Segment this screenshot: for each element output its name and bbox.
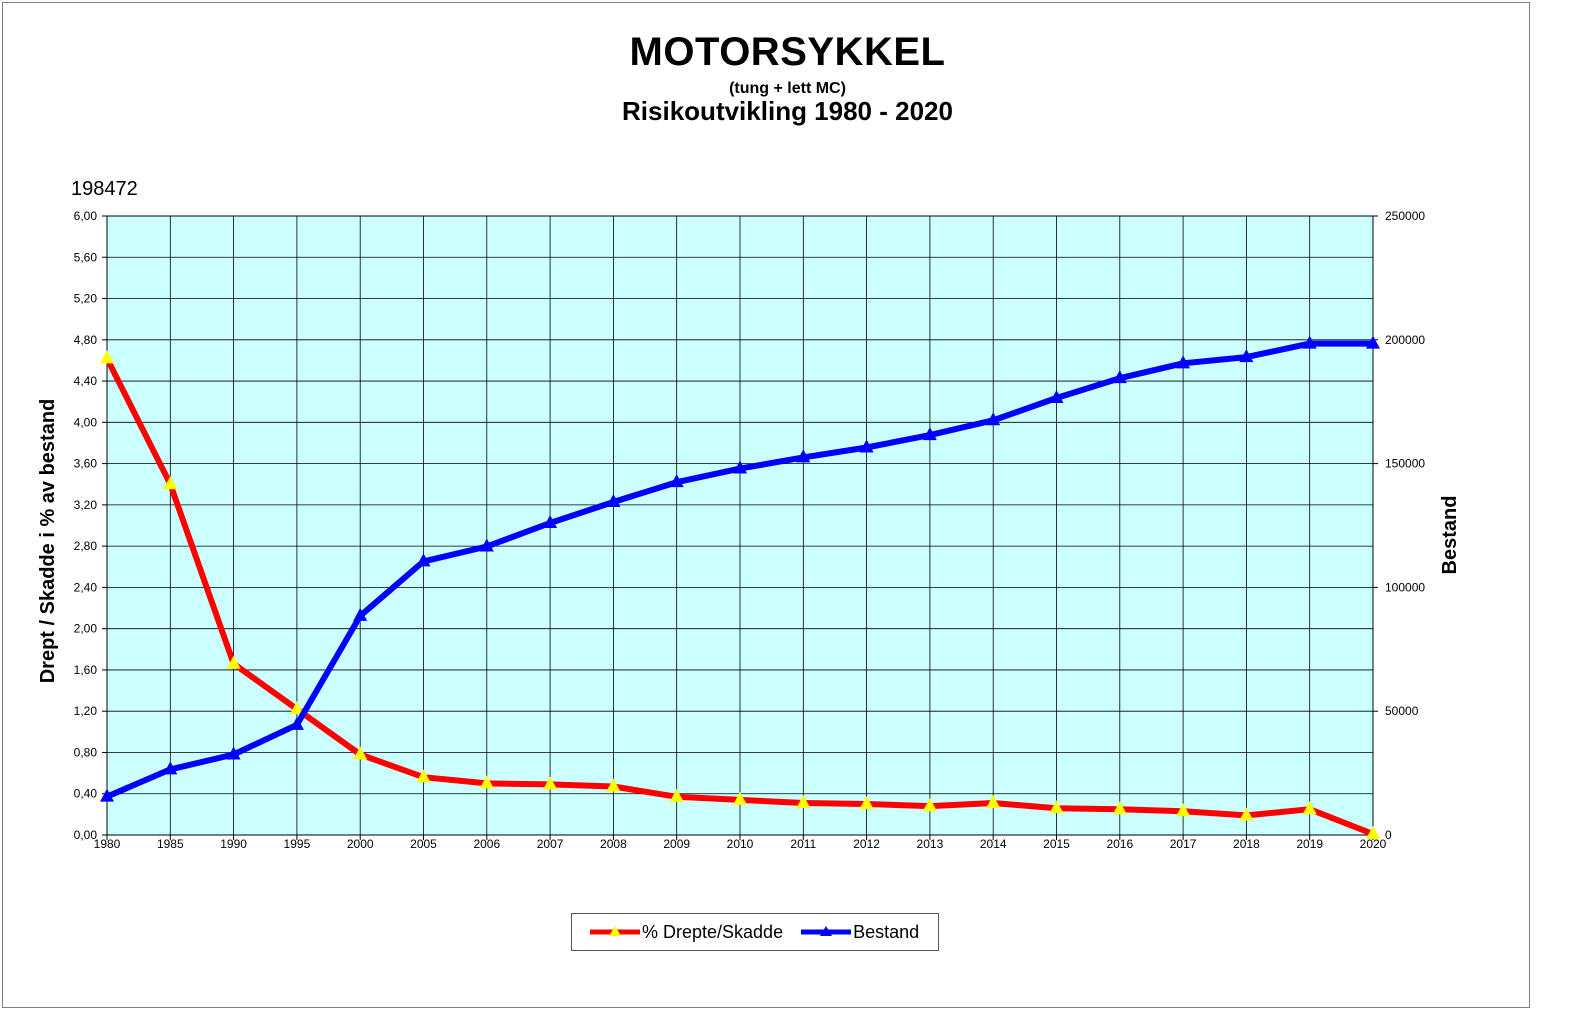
- y-tick-label: 2,40: [74, 580, 98, 594]
- y2-tick-label: 50000: [1385, 704, 1419, 718]
- data-point-percent: [796, 795, 811, 809]
- y-tick-label: 0,40: [74, 787, 98, 801]
- x-tick-label: 2012: [853, 837, 880, 851]
- data-point-percent: [1302, 801, 1317, 815]
- data-point-bestand: [1366, 335, 1380, 349]
- y-tick-label: 4,80: [74, 333, 98, 347]
- y2-tick-label: 0: [1385, 828, 1392, 842]
- data-point-percent: [1176, 803, 1191, 817]
- x-tick-label: 2008: [600, 837, 627, 851]
- x-tick-label: 2011: [790, 837, 816, 851]
- data-point-bestand: [1302, 335, 1317, 349]
- legend-item-bestand: Bestand: [801, 922, 919, 943]
- data-point-bestand: [1049, 389, 1064, 403]
- x-tick-label: 2000: [347, 837, 374, 851]
- data-point-bestand: [163, 761, 178, 775]
- data-point-percent: [1049, 800, 1064, 814]
- y-tick-label: 3,60: [74, 457, 98, 471]
- data-point-bestand: [543, 515, 558, 529]
- data-point-bestand: [606, 493, 621, 507]
- y-axis-title: Drept / Skadde i % av bestand: [37, 399, 59, 684]
- x-tick-label: 2020: [1360, 837, 1387, 851]
- data-point-bestand: [226, 746, 241, 760]
- y2-tick-label: 250000: [1385, 209, 1425, 223]
- data-point-bestand: [1239, 349, 1254, 363]
- y-tick-label: 5,20: [74, 292, 98, 306]
- data-point-percent: [543, 776, 558, 790]
- y-tick-label: 2,00: [74, 622, 98, 636]
- x-tick-label: 2013: [917, 837, 944, 851]
- x-tick-label: 2007: [537, 837, 564, 851]
- y-tick-label: 4,40: [74, 374, 98, 388]
- y-tick-label: 0,80: [74, 745, 98, 759]
- chart-subtitle: (tung + lett MC): [729, 80, 846, 97]
- legend-swatch-bestand: [801, 926, 852, 936]
- data-point-bestand: [859, 439, 874, 453]
- data-point-bestand: [416, 553, 431, 567]
- x-tick-label: 2016: [1106, 837, 1133, 851]
- corner-value-label: 198472: [71, 178, 138, 200]
- data-point-percent: [986, 795, 1001, 809]
- data-point-percent: [416, 769, 431, 783]
- data-point-bestand: [922, 427, 937, 441]
- y-tick-label: 4,00: [74, 415, 98, 429]
- y2-tick-label: 200000: [1385, 333, 1425, 347]
- x-tick-label: 2019: [1296, 837, 1323, 851]
- x-tick-label: 2009: [663, 837, 690, 851]
- y-tick-label: 2,80: [74, 539, 98, 553]
- y-tick-label: 0,00: [74, 828, 98, 842]
- y-tick-label: 1,60: [74, 663, 98, 677]
- legend-item-percent: % Drepte/Skadde: [590, 922, 783, 943]
- data-point-percent: [479, 775, 494, 789]
- data-point-bestand: [733, 460, 747, 474]
- x-tick-label: 1990: [220, 837, 247, 851]
- y-tick-label: 3,20: [74, 498, 98, 512]
- data-point-bestand: [986, 412, 1001, 426]
- x-tick-label: 2010: [727, 837, 754, 851]
- data-point-bestand: [796, 449, 811, 463]
- data-point-bestand: [289, 716, 304, 730]
- x-tick-label: 2017: [1170, 837, 1197, 851]
- data-point-bestand: [669, 474, 684, 488]
- data-point-bestand: [1112, 370, 1127, 384]
- data-point-bestand: [479, 538, 494, 552]
- data-point-percent: [163, 476, 178, 490]
- data-point-percent: [733, 791, 747, 805]
- y-tick-label: 5,60: [74, 250, 98, 264]
- data-point-percent: [1366, 825, 1380, 839]
- x-tick-label: 1995: [284, 837, 311, 851]
- data-point-percent: [100, 350, 114, 364]
- legend-label-percent: % Drepte/Skadde: [642, 921, 784, 942]
- x-tick-label: 2018: [1233, 837, 1260, 851]
- x-tick-label: 2014: [980, 837, 1007, 851]
- data-point-percent: [226, 655, 241, 669]
- x-tick-label: 2015: [1043, 837, 1070, 851]
- data-point-percent: [1112, 801, 1127, 815]
- legend-swatch-percent: [590, 926, 640, 936]
- x-tick-label: 2006: [473, 837, 500, 851]
- y2-tick-label: 150000: [1385, 457, 1425, 471]
- data-point-percent: [859, 796, 874, 810]
- data-point-bestand: [1176, 355, 1191, 369]
- data-point-percent: [289, 701, 304, 715]
- chart-title: MOTORSYKKEL: [629, 30, 946, 74]
- data-point-percent: [922, 798, 937, 812]
- legend-label-bestand: Bestand: [853, 921, 920, 942]
- chart-title-2: Risikoutvikling 1980 - 2020: [622, 96, 953, 126]
- x-tick-label: 1980: [94, 837, 121, 851]
- x-tick-label: 1985: [157, 837, 184, 851]
- data-point-bestand: [353, 607, 368, 621]
- y-tick-label: 6,00: [74, 209, 98, 223]
- data-point-percent: [1239, 807, 1254, 821]
- x-tick-label: 2005: [410, 837, 437, 851]
- legend: % Drepte/Skadde Bestand: [571, 913, 939, 951]
- y-tick-label: 1,20: [74, 704, 98, 718]
- data-point-bestand: [100, 788, 114, 802]
- data-point-percent: [353, 746, 368, 760]
- data-point-percent: [606, 778, 621, 792]
- y2-tick-label: 100000: [1385, 580, 1425, 594]
- y2-axis-title: Bestand: [1439, 496, 1461, 575]
- data-point-percent: [669, 788, 684, 802]
